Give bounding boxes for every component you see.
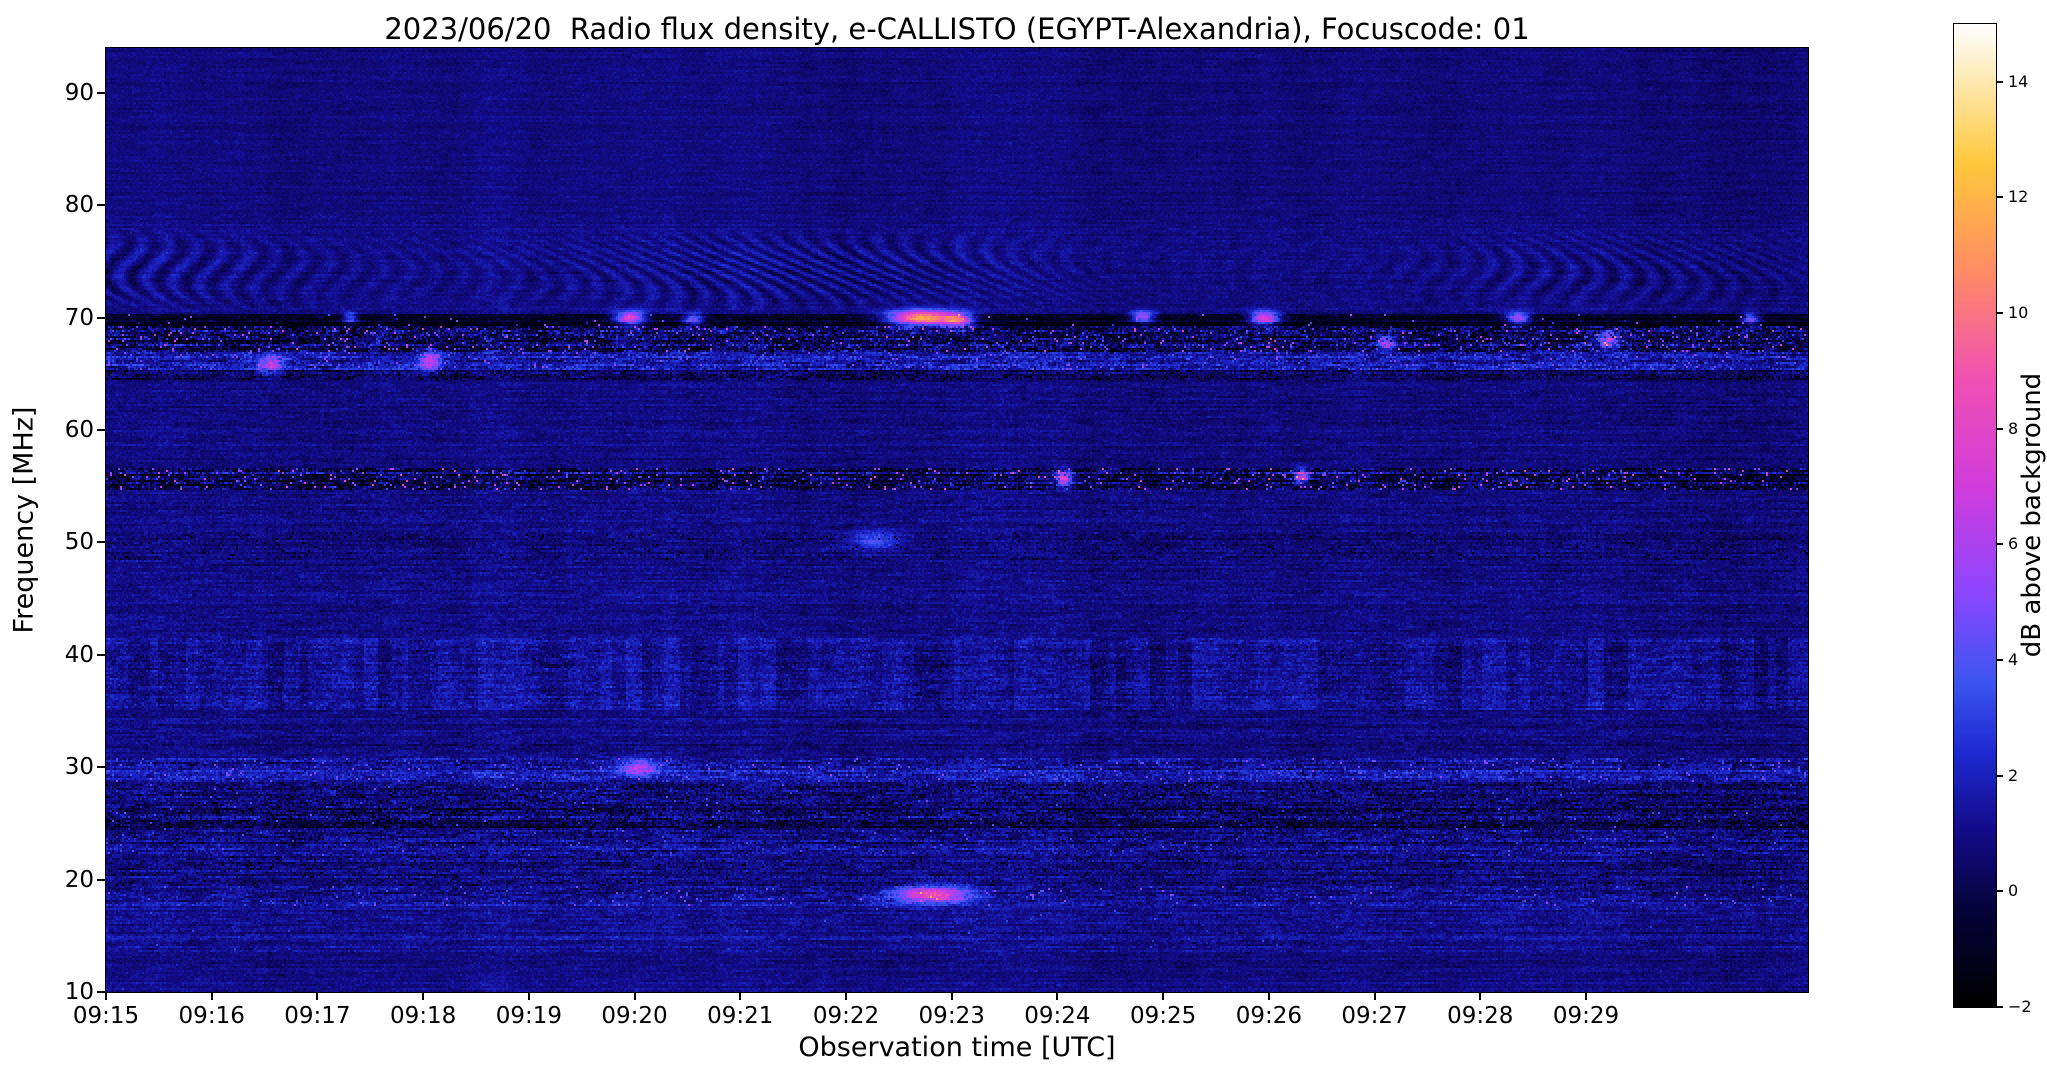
colorbar-tickmark	[1996, 774, 2003, 777]
x-tick-label: 09:20	[601, 1003, 668, 1029]
plot-area	[105, 47, 1809, 993]
x-tickmark	[1056, 992, 1059, 1000]
y-tick-label: 50	[64, 529, 94, 556]
colorbar-tick-label: 4	[2008, 650, 2019, 670]
x-tickmark	[1373, 992, 1376, 1000]
y-tickmark	[97, 991, 106, 993]
x-tickmark	[316, 992, 319, 1000]
x-tickmark	[527, 992, 530, 1000]
x-tick-label: 09:17	[284, 1003, 351, 1029]
colorbar-tick-label: 0	[2008, 881, 2019, 901]
x-tick-label: 09:24	[1024, 1003, 1091, 1029]
x-tick-label: 09:18	[389, 1003, 457, 1029]
x-tick-label: 09:23	[918, 1003, 985, 1029]
colorbar-tickmark	[1996, 312, 2003, 315]
x-tickmark	[105, 992, 107, 1000]
x-axis-label: Observation time [UTC]	[798, 1032, 1116, 1063]
y-tick-label: 60	[64, 417, 94, 444]
y-tickmark	[97, 204, 106, 207]
colorbar-tickmark	[1996, 890, 2003, 893]
y-tick-label: 90	[64, 79, 94, 106]
y-tickmark	[97, 316, 106, 319]
colorbar-tickmark	[1996, 427, 2003, 430]
y-tick-label: 40	[64, 641, 94, 668]
x-tickmark	[1267, 992, 1270, 1000]
colorbar-tick-label: 14	[2008, 71, 2029, 91]
y-tickmark	[97, 878, 106, 881]
x-tickmark	[845, 992, 847, 1000]
x-tickmark	[210, 992, 213, 1000]
x-tickmark	[950, 992, 953, 1000]
x-tick-label: 09:22	[812, 1003, 880, 1029]
x-tick-label: 09:28	[1447, 1003, 1514, 1029]
y-tickmark	[97, 429, 106, 432]
y-tick-label: 20	[64, 866, 94, 893]
x-tickmark	[1585, 992, 1587, 1000]
colorbar-tickmark	[1996, 1006, 2003, 1008]
colorbar-tick-label: 8	[2008, 418, 2019, 438]
x-tickmark	[1479, 992, 1482, 1000]
colorbar-gradient-canvas	[1954, 24, 1996, 1007]
y-tick-label: 70	[64, 304, 94, 331]
y-tick-label: 10	[64, 979, 94, 1005]
x-tickmark	[633, 992, 636, 1000]
colorbar-tick-label: 6	[2008, 534, 2019, 554]
y-tick-label: 80	[64, 192, 94, 219]
colorbar-label: dB above background	[2017, 372, 2047, 658]
x-tick-label: 09:27	[1341, 1003, 1408, 1029]
y-tickmark	[97, 766, 106, 769]
x-tickmark	[422, 992, 425, 1000]
y-tickmark	[97, 653, 106, 656]
x-tick-label: 09:15	[72, 1003, 140, 1029]
x-tick-label: 09:19	[495, 1003, 562, 1029]
colorbar-tick-label: 10	[2008, 303, 2029, 323]
colorbar-tick-label: 2	[2008, 765, 2019, 785]
x-tickmark	[739, 992, 742, 1000]
x-tick-label: 09:25	[1129, 1003, 1197, 1029]
x-tick-label: 09:16	[178, 1003, 245, 1029]
spectrogram-canvas	[106, 48, 1808, 992]
colorbar-tickmark	[1996, 543, 2003, 546]
x-tick-label: 09:21	[707, 1003, 774, 1029]
colorbar-tick-label: −2	[2008, 997, 2032, 1016]
x-tick-label: 09:29	[1552, 1003, 1620, 1029]
y-tickmark	[97, 541, 106, 544]
x-tick-label: 09:26	[1235, 1003, 1302, 1029]
colorbar	[1953, 23, 1997, 1008]
y-tickmark	[97, 91, 106, 94]
x-tickmark	[1162, 992, 1165, 1000]
y-tick-label: 30	[64, 754, 94, 781]
chart-title: 2023/06/20 Radio flux density, e-CALLIST…	[384, 12, 1530, 46]
colorbar-tick-label: 12	[2008, 187, 2029, 207]
colorbar-tickmark	[1996, 196, 2003, 199]
colorbar-tickmark	[1996, 80, 2003, 83]
colorbar-tickmark	[1996, 659, 2003, 662]
